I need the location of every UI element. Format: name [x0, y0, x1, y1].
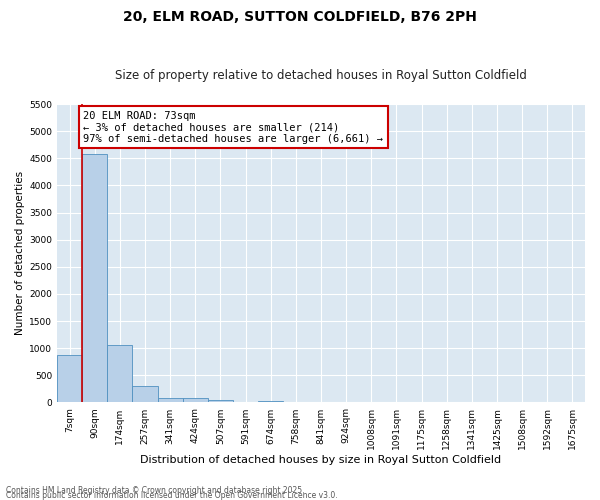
Bar — [133, 386, 158, 402]
Text: 20, ELM ROAD, SUTTON COLDFIELD, B76 2PH: 20, ELM ROAD, SUTTON COLDFIELD, B76 2PH — [123, 10, 477, 24]
Title: Size of property relative to detached houses in Royal Sutton Coldfield: Size of property relative to detached ho… — [115, 69, 527, 82]
Bar — [208, 400, 233, 402]
Bar — [258, 401, 283, 402]
Y-axis label: Number of detached properties: Number of detached properties — [15, 171, 25, 336]
Text: Contains HM Land Registry data © Crown copyright and database right 2025.: Contains HM Land Registry data © Crown c… — [6, 486, 305, 495]
Bar — [57, 354, 82, 403]
Bar — [158, 398, 183, 402]
Text: 20 ELM ROAD: 73sqm
← 3% of detached houses are smaller (214)
97% of semi-detache: 20 ELM ROAD: 73sqm ← 3% of detached hous… — [83, 110, 383, 144]
X-axis label: Distribution of detached houses by size in Royal Sutton Coldfield: Distribution of detached houses by size … — [140, 455, 502, 465]
Bar — [107, 345, 133, 403]
Text: Contains public sector information licensed under the Open Government Licence v3: Contains public sector information licen… — [6, 491, 338, 500]
Bar — [82, 154, 107, 402]
Bar — [183, 398, 208, 402]
